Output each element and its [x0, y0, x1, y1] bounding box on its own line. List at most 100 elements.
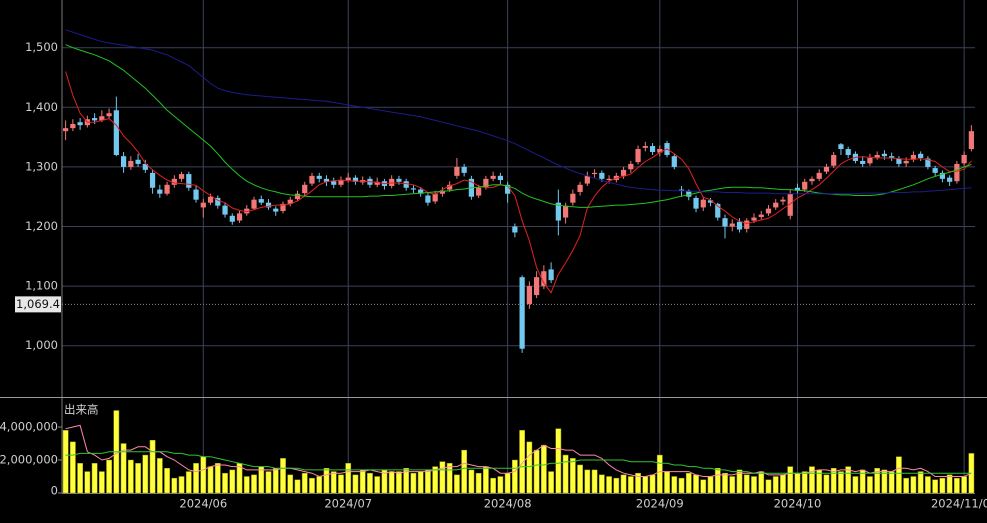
- volume-bar: [649, 474, 656, 494]
- volume-bar: [425, 469, 431, 494]
- candle-body: [787, 193, 793, 216]
- candle-body: [164, 184, 170, 194]
- volume-bar: [917, 471, 924, 494]
- volume-bar: [678, 477, 685, 494]
- candle-body: [867, 157, 873, 164]
- volume-bar: [881, 469, 888, 494]
- volume-bar: [142, 454, 149, 494]
- volume-bar: [838, 471, 844, 494]
- price-marker-box: [15, 296, 61, 313]
- volume-bar: [178, 476, 185, 494]
- candle-body: [954, 163, 960, 182]
- candle-body: [497, 175, 503, 181]
- volume-bar: [874, 468, 881, 494]
- volume-bar: [330, 471, 337, 494]
- volume-bar: [84, 471, 91, 494]
- candle-body: [251, 199, 257, 209]
- candle-body: [591, 172, 598, 175]
- volume-bar: [439, 461, 446, 494]
- volume-bar: [251, 474, 257, 494]
- volume-bar: [714, 468, 721, 494]
- volume-bar: [794, 472, 801, 494]
- candle-body: [541, 271, 547, 287]
- candle-body: [309, 175, 315, 184]
- candle-body: [374, 181, 380, 185]
- candle-body: [454, 166, 460, 176]
- volume-bar: [700, 479, 707, 494]
- volume-bar: [193, 463, 199, 494]
- volume-bar: [569, 458, 576, 494]
- volume-bar: [526, 441, 533, 494]
- volume-bar: [120, 443, 127, 494]
- candle-body: [758, 214, 764, 217]
- candle-body: [816, 172, 822, 179]
- volume-bar: [780, 474, 786, 494]
- candle-body: [628, 163, 634, 170]
- volume-bar: [903, 477, 910, 494]
- volume-bar: [606, 476, 612, 494]
- volume-bar: [642, 476, 649, 494]
- candle-body: [178, 174, 185, 179]
- volume-bar: [867, 476, 873, 494]
- candle-body: [744, 220, 750, 229]
- volume-bar: [954, 477, 960, 494]
- volume-bar: [417, 471, 424, 494]
- candle-body: [389, 178, 395, 186]
- volume-bar: [729, 476, 736, 494]
- candle-body: [106, 113, 112, 117]
- volume-bar: [410, 472, 417, 494]
- volume-bar: [287, 474, 294, 494]
- candle-body: [99, 116, 105, 121]
- volume-bar: [758, 471, 765, 494]
- volume-bar: [533, 449, 540, 494]
- volume-bar: [135, 463, 141, 494]
- candle-body: [193, 189, 199, 200]
- candle-body: [925, 158, 931, 167]
- volume-bar: [388, 471, 395, 494]
- candle-body: [881, 153, 888, 157]
- volume-bar: [214, 463, 221, 494]
- volume-bar: [939, 477, 946, 494]
- volume-bar: [294, 479, 301, 494]
- candle-body: [519, 277, 525, 349]
- volume-bar: [722, 472, 728, 494]
- volume-bar: [272, 468, 279, 494]
- candle-body: [736, 221, 743, 230]
- volume-tick-label: 0: [51, 484, 58, 498]
- candle-body: [765, 208, 772, 214]
- candle-body: [280, 203, 286, 212]
- candle-body: [338, 180, 344, 185]
- candle-body: [331, 181, 337, 185]
- candle-body: [918, 153, 924, 158]
- volume-bar: [483, 466, 489, 494]
- candle-body: [200, 202, 206, 208]
- volume-bar: [584, 469, 591, 494]
- volume-bar: [830, 468, 837, 494]
- volume-bar: [888, 471, 895, 494]
- candle-body: [425, 195, 431, 203]
- y-tick-label: 1,000: [25, 338, 58, 352]
- candle-body: [526, 286, 532, 305]
- candle-body: [802, 181, 808, 190]
- candle-body: [968, 131, 974, 150]
- volume-bar: [555, 428, 562, 494]
- volume-bar: [309, 477, 315, 494]
- y-tick-label: 1,100: [25, 279, 58, 293]
- volume-bar: [396, 471, 402, 494]
- candle-body: [512, 226, 518, 233]
- volume-bar: [613, 477, 620, 494]
- candle-body: [889, 156, 895, 158]
- volume-bar: [656, 454, 663, 494]
- volume-bar: [932, 479, 939, 494]
- candle-body: [222, 205, 228, 215]
- y-tick-label: 1,500: [25, 40, 58, 54]
- volume-bar: [98, 471, 105, 494]
- volume-bar: [541, 444, 547, 494]
- volume-bar: [620, 474, 627, 494]
- volume-bar: [685, 472, 692, 494]
- volume-bar: [787, 466, 794, 494]
- x-tick-label: 2024/11/06: [931, 497, 987, 511]
- volume-title: 出来高: [64, 403, 99, 417]
- candle-body: [149, 172, 156, 188]
